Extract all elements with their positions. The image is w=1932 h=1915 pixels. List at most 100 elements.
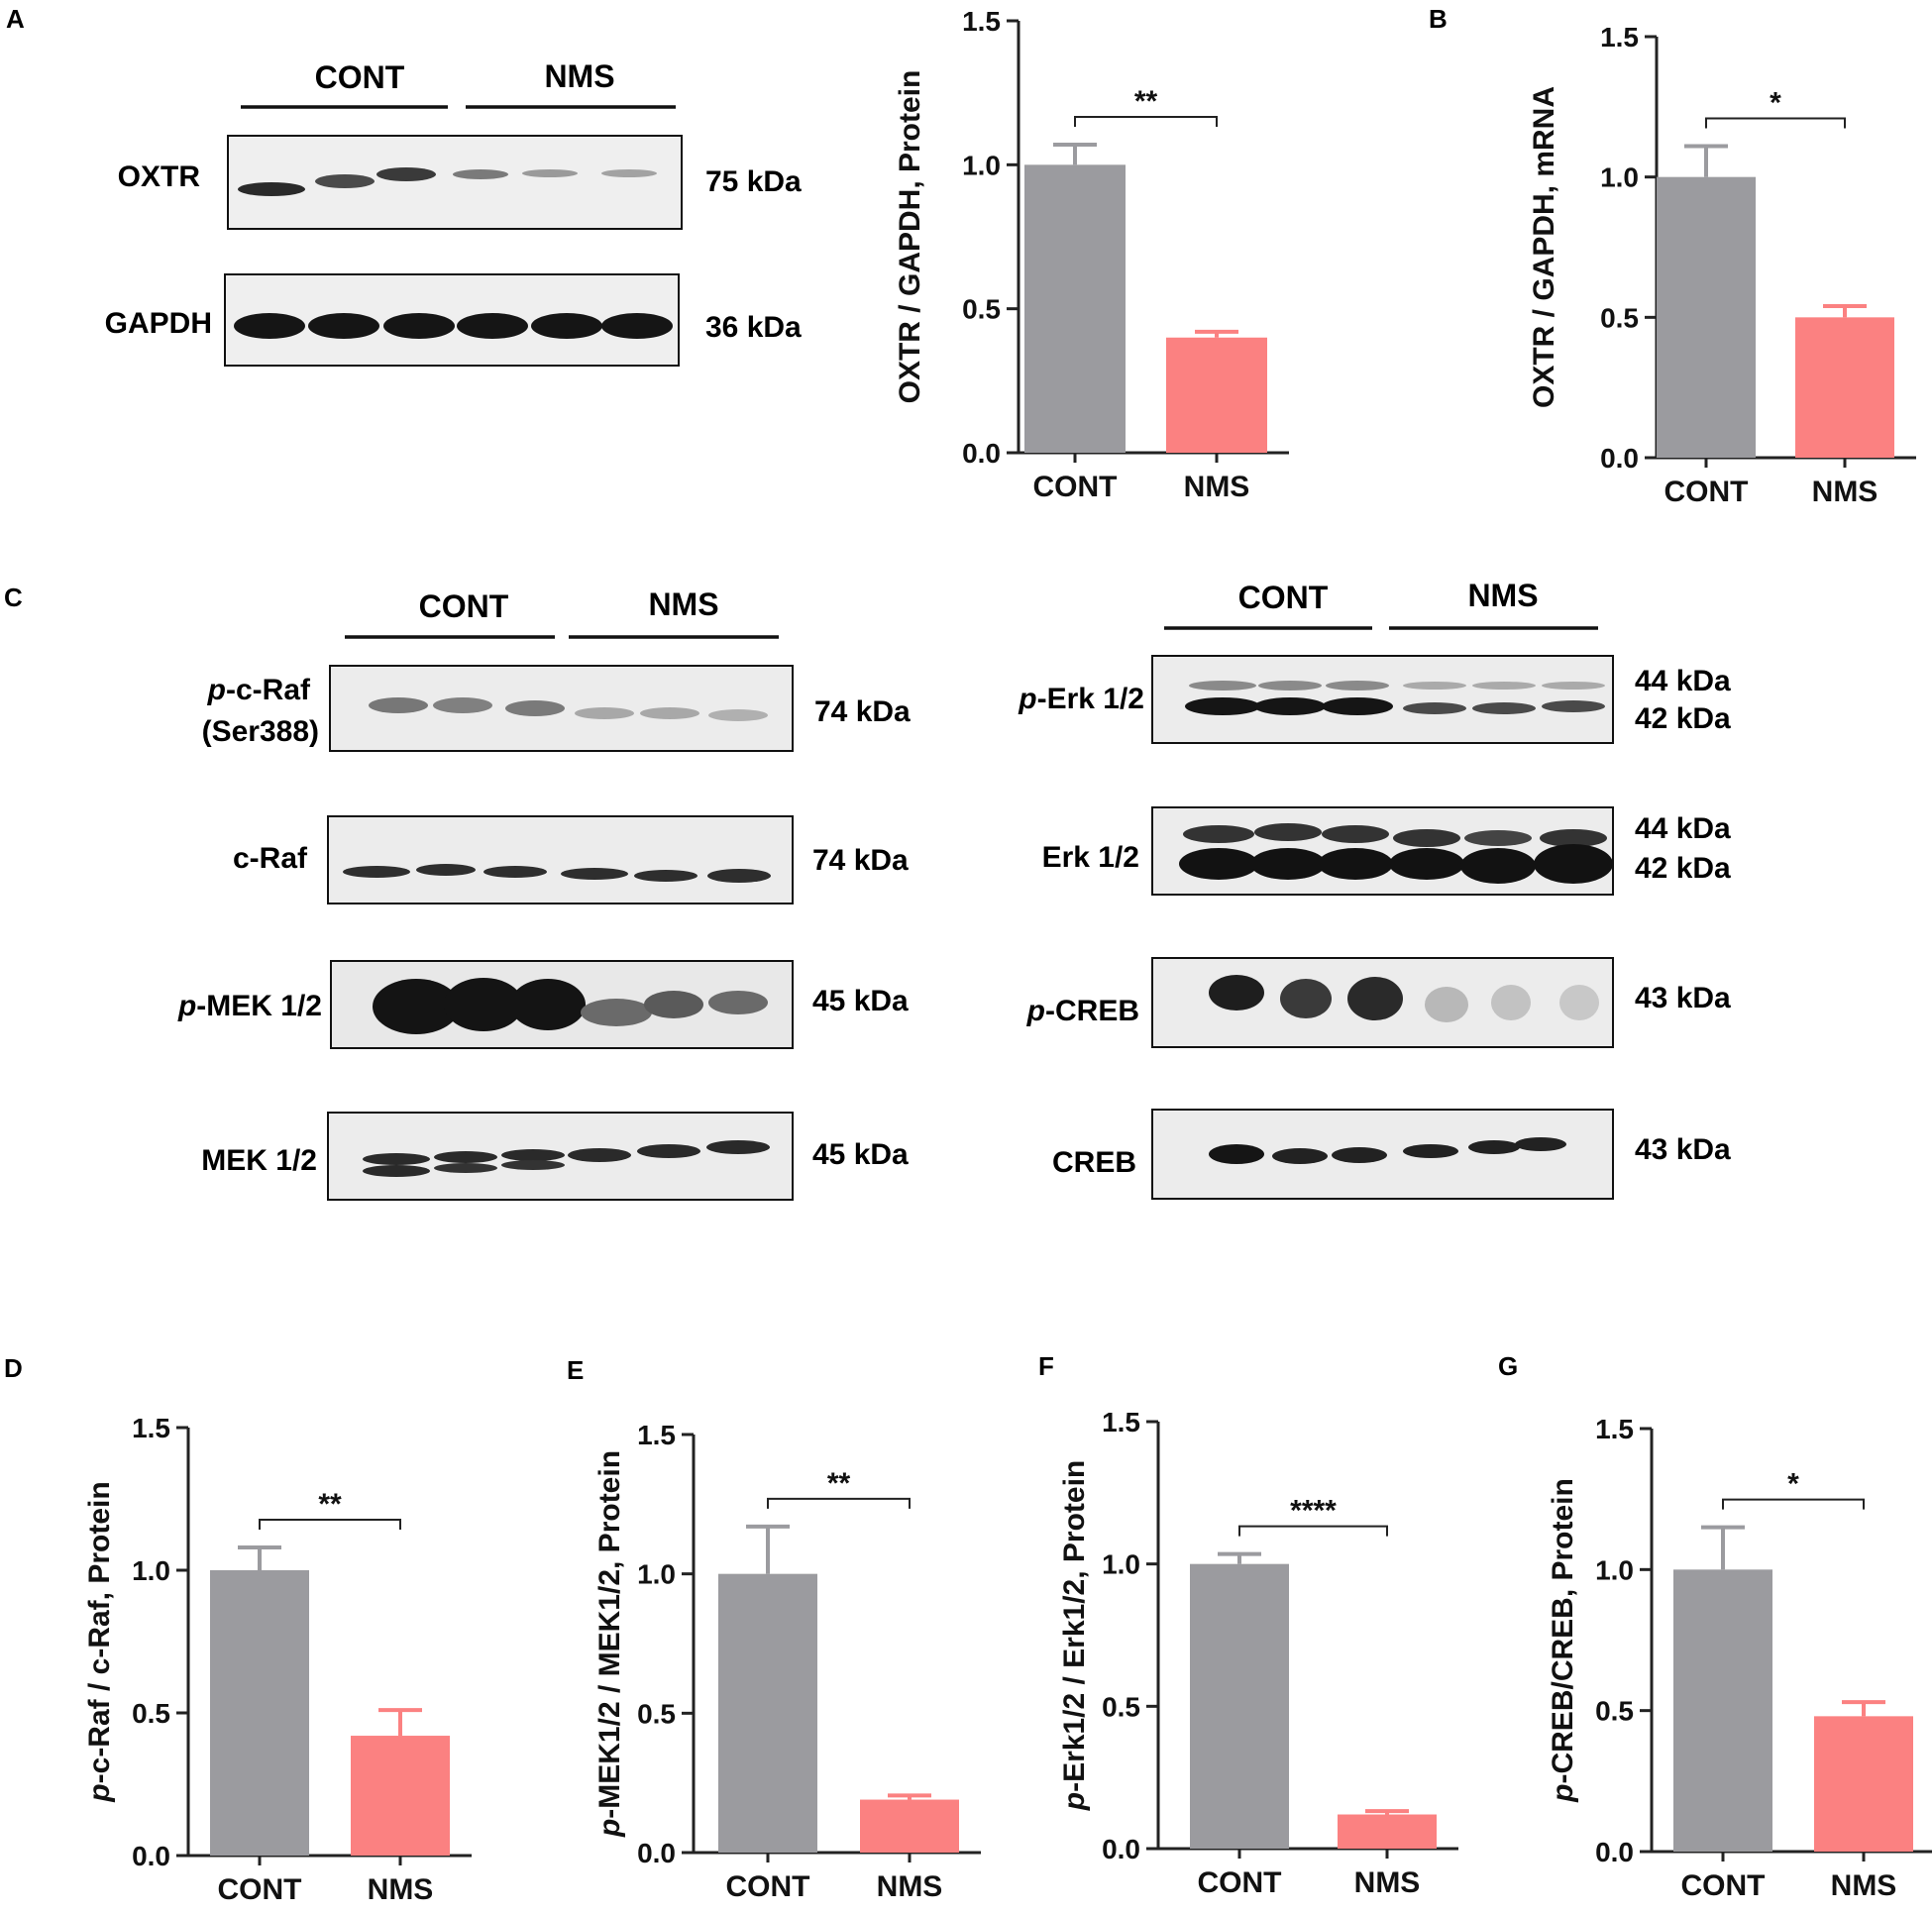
- blot-kda-erk-44: 44 kDa: [1635, 812, 1731, 845]
- y-tick-label: 0.0: [637, 1838, 676, 1868]
- x-tick-label-nms: NMS: [1184, 471, 1250, 503]
- y-axis-label: OXTR / GAPDH, mRNA: [1528, 86, 1560, 408]
- y-axis-label-text: -CREB/CREB, Protein: [1547, 1478, 1579, 1783]
- y-axis-label-text: -c-Raf / c-Raf, Protein: [83, 1481, 116, 1783]
- bar-cont: [718, 1573, 817, 1853]
- bar-cont: [210, 1570, 309, 1856]
- panel-label-e: E: [567, 1355, 584, 1385]
- prefix-p: p: [177, 990, 196, 1022]
- chart-panel-f: 0.0 0.5 1.0 1.5 CONT NMS **** p-Erk1/2 / Erk1/2…: [1058, 1407, 1458, 1899]
- significance-bracket: [1238, 1525, 1388, 1537]
- significance-label: *: [1787, 1468, 1799, 1501]
- p-creb-bands: [1209, 975, 1599, 1022]
- blot-row-label-oxtr: OXTR: [118, 160, 201, 193]
- prefix-p: p: [1026, 995, 1045, 1027]
- x-tick-label-nms: NMS: [1812, 476, 1878, 508]
- bar-cont: [1657, 176, 1756, 458]
- prefix-p: p: [207, 674, 226, 706]
- significance-bracket: [767, 1497, 911, 1509]
- x-tick-label-cont: CONT: [1198, 1866, 1282, 1899]
- blot-row-label-c-raf: c-Raf: [233, 842, 308, 875]
- significance-label: **: [827, 1467, 851, 1500]
- significance-bracket: [1074, 115, 1218, 127]
- y-axis-label: p-c-Raf / c-Raf, Protein: [83, 1481, 116, 1802]
- bar-nms: [351, 1736, 450, 1856]
- chart-panel-d: 0.0 0.5 1.0 1.5 CONT NMS ** p-c-Raf / c-Raf, Pr…: [83, 1413, 472, 1906]
- blot-kda-p-mek: 45 kDa: [812, 985, 909, 1017]
- significance-label: **: [1134, 85, 1158, 118]
- y-tick-label: 1.0: [1102, 1549, 1140, 1580]
- y-tick-label: 1.5: [637, 1420, 676, 1450]
- blot-kda-p-erk-44: 44 kDa: [1635, 665, 1731, 697]
- y-axis-label: OXTR / GAPDH, Protein: [894, 70, 926, 404]
- panel-label-d: D: [4, 1353, 23, 1383]
- y-tick-label: 0.5: [962, 294, 1001, 325]
- p-erk-bands: [1185, 681, 1605, 715]
- y-tick-label: 1.0: [1595, 1554, 1634, 1585]
- y-axis-label-prefix: p: [1058, 1792, 1091, 1811]
- blot-kda-gapdh: 36 kDa: [705, 311, 802, 344]
- group-label-cont: CONT: [419, 588, 509, 624]
- y-tick-label: 0.0: [1102, 1834, 1140, 1864]
- group-label-cont: CONT: [1238, 580, 1329, 615]
- blot-kda-p-creb: 43 kDa: [1635, 982, 1731, 1014]
- y-tick-label: 0.0: [962, 438, 1001, 469]
- bar-nms: [1338, 1814, 1437, 1849]
- y-tick-label: 0.5: [1600, 302, 1639, 333]
- bar-nms: [1166, 337, 1267, 453]
- x-tick-label-cont: CONT: [726, 1870, 810, 1903]
- blot-c-raf: [327, 815, 794, 904]
- blot-oxtr: [227, 135, 683, 230]
- blot-row-label-p-erk: p-Erk 1/2: [1018, 683, 1144, 715]
- mek-bands: [363, 1140, 770, 1177]
- x-tick-label-cont: CONT: [1664, 476, 1749, 508]
- chart-panel-e: 0.0 0.5 1.0 1.5 CONT NMS ** p-MEK1/2 / MEK1/2, …: [593, 1420, 981, 1903]
- label-c-raf: -c-Raf: [226, 674, 311, 706]
- blot-kda-erk-42: 42 kDa: [1635, 852, 1731, 885]
- blot-kda-mek: 45 kDa: [812, 1138, 909, 1171]
- bar-cont: [1673, 1569, 1772, 1852]
- y-tick-label: 0.5: [1102, 1691, 1140, 1722]
- blot-row-label-gapdh: GAPDH: [105, 307, 212, 340]
- bar-nms: [1795, 317, 1894, 458]
- p-c-raf-bands: [369, 697, 768, 721]
- x-tick-label-cont: CONT: [1681, 1869, 1766, 1902]
- significance-bracket: [1722, 1498, 1865, 1510]
- y-tick-label: 0.5: [1595, 1696, 1634, 1727]
- y-axis-label-prefix: p: [1547, 1784, 1579, 1803]
- group-label-nms: NMS: [1467, 578, 1538, 613]
- y-axis-label-text: -MEK1/2 / MEK1/2, Protein: [593, 1450, 626, 1819]
- chart-panel-b: 0.0 0.5 1.0 1.5 CONT NMS * OXTR / GAPDH, mRNA: [1528, 22, 1916, 508]
- y-axis-label-text: OXTR / GAPDH, Protein: [894, 70, 926, 404]
- y-axis-label-prefix: p: [593, 1819, 626, 1838]
- panel-label-a: A: [6, 4, 25, 34]
- y-tick-label: 0.5: [637, 1698, 676, 1729]
- bar-nms: [1814, 1716, 1913, 1852]
- y-axis-label: p-MEK1/2 / MEK1/2, Protein: [593, 1450, 626, 1838]
- label-erk: -Erk 1/2: [1037, 683, 1144, 715]
- y-tick-label: 0.0: [1600, 443, 1639, 474]
- c-raf-bands: [343, 864, 771, 883]
- blot-kda-creb: 43 kDa: [1635, 1133, 1731, 1166]
- y-tick-label: 1.0: [637, 1559, 676, 1590]
- blot-row-label-p-mek: p-MEK 1/2: [177, 990, 322, 1022]
- group-label-cont: CONT: [315, 59, 405, 95]
- blot-panel-c-right: CONT NMS p-Erk 1/2 44 kDa 42 kDa Erk 1/2: [1018, 578, 1731, 1200]
- y-tick-label: 1.5: [962, 6, 1001, 37]
- y-axis-label-text: OXTR / GAPDH, mRNA: [1528, 86, 1560, 408]
- panel-label-g: G: [1498, 1351, 1518, 1381]
- x-tick-label-cont: CONT: [218, 1873, 302, 1906]
- blot-kda-c-raf: 74 kDa: [812, 844, 909, 877]
- blot-row-label-erk: Erk 1/2: [1042, 841, 1139, 874]
- chart-panel-a: 0.0 0.5 1.0 1.5 CONT NMS ** OXTR / GAPDH, Prote…: [894, 6, 1289, 503]
- y-tick-label: 1.0: [132, 1555, 170, 1586]
- group-label-nms: NMS: [648, 586, 718, 622]
- erk-bands: [1179, 823, 1613, 884]
- chart-panel-g: 0.0 0.5 1.0 1.5 CONT NMS * p-CREB/CREB, Protein: [1547, 1414, 1932, 1902]
- significance-bracket: [1705, 117, 1846, 129]
- significance-bracket: [259, 1518, 401, 1530]
- gapdh-bands: [234, 313, 673, 339]
- blot-panel-c-left: CONT NMS p-c-Raf (Ser388) 74 kDa c-Raf 7…: [177, 586, 911, 1201]
- significance-label: *: [1770, 87, 1781, 120]
